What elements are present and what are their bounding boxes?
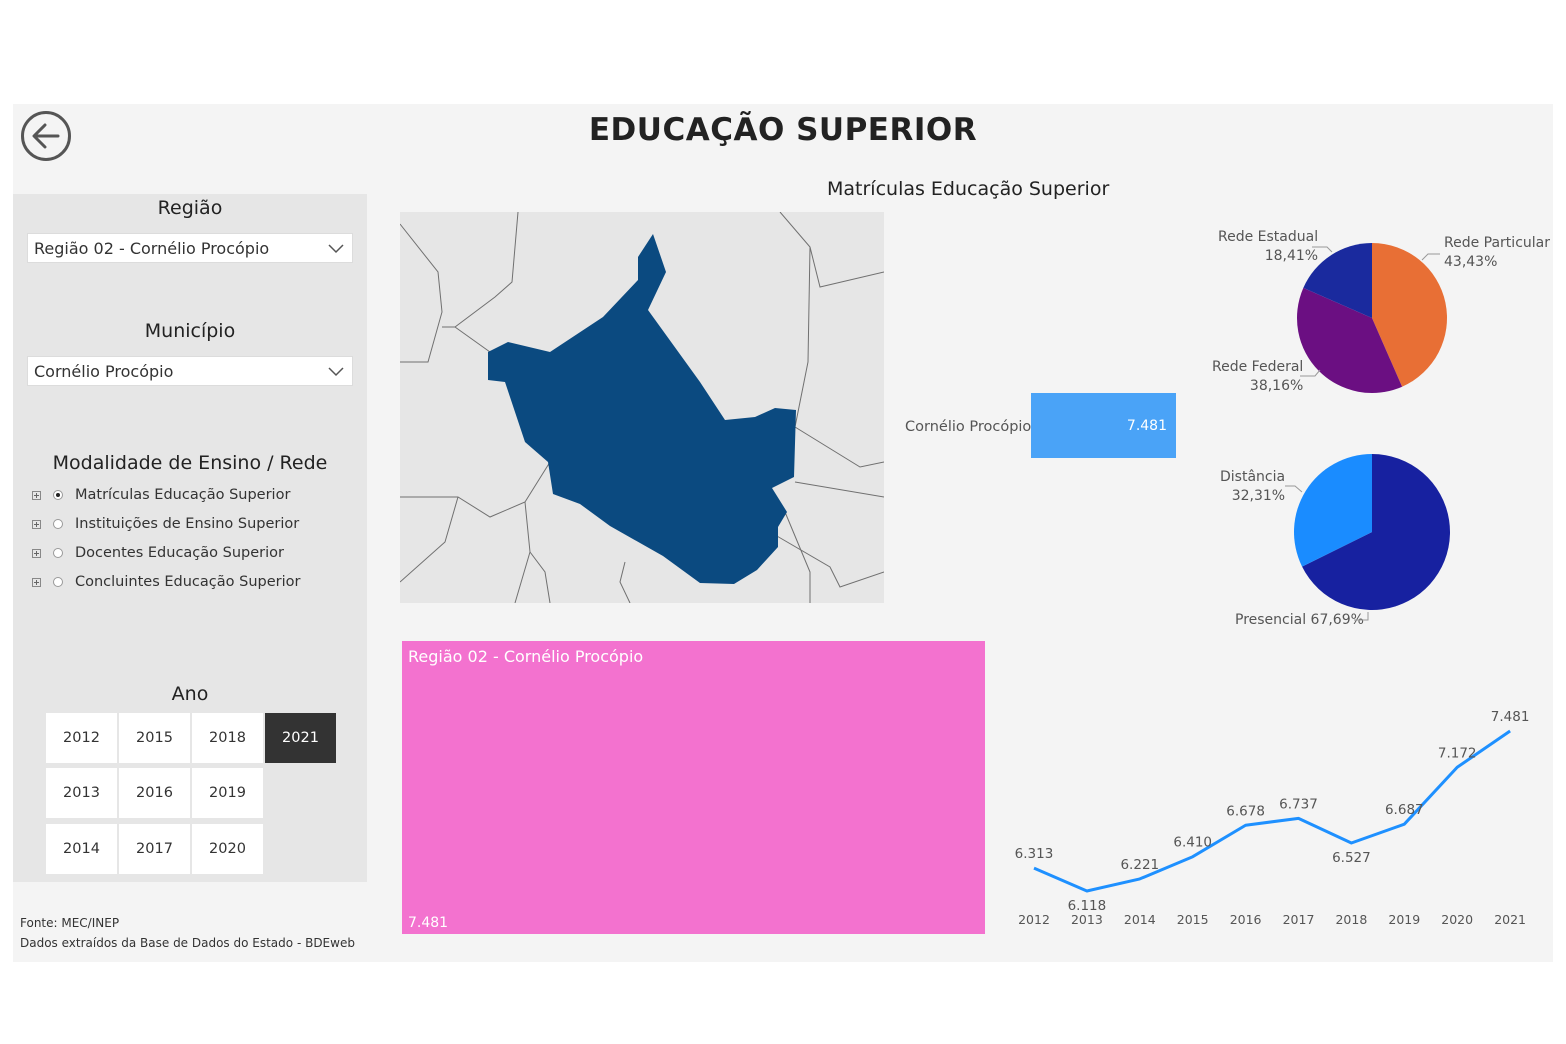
x-tick-label: 2020 xyxy=(1441,912,1473,927)
slice-percent: 43,43% xyxy=(1444,254,1498,270)
tree-item-docentes[interactable]: Docentes Educação Superior xyxy=(32,542,284,564)
pie-distancia-label: Distância 32,31% xyxy=(1220,468,1285,506)
municipio-label: Município xyxy=(144,320,236,342)
municipio-value: Cornélio Procópio xyxy=(34,362,174,381)
footer-note: Dados extraídos da Base de Dados do Esta… xyxy=(20,936,355,950)
tree-item-concluintes[interactable]: Concluintes Educação Superior xyxy=(32,571,300,593)
tree-item-matriculas[interactable]: Matrículas Educação Superior xyxy=(32,484,290,506)
region-map[interactable] xyxy=(400,212,884,603)
year-button-2012[interactable]: 2012 xyxy=(46,713,117,763)
pie-slice-rede-particular[interactable] xyxy=(1372,243,1447,387)
slice-percent: 38,16% xyxy=(1249,378,1304,394)
x-tick-label: 2018 xyxy=(1335,912,1367,927)
pie-rede-estadual-label: Rede Estadual 18,41% xyxy=(1218,228,1318,266)
tree-item-instituicoes[interactable]: Instituições de Ensino Superior xyxy=(32,513,299,535)
regiao-dropdown[interactable]: Região 02 - Cornélio Procópio xyxy=(27,233,353,263)
data-label: 7.481 xyxy=(1491,709,1530,725)
data-label: 6.221 xyxy=(1120,857,1159,873)
slice-percent: 67,69% xyxy=(1310,612,1364,628)
year-button-2020[interactable]: 2020 xyxy=(192,824,263,874)
tree-item-label: Instituições de Ensino Superior xyxy=(75,516,300,532)
modalidade-label: Modalidade de Ensino / Rede xyxy=(52,452,328,474)
x-tick-label: 2019 xyxy=(1388,912,1420,927)
chevron-down-icon xyxy=(328,244,344,254)
x-tick-label: 2013 xyxy=(1071,912,1103,927)
pie-slice-rede-federal[interactable] xyxy=(1297,287,1403,393)
data-label: 6.678 xyxy=(1226,803,1265,819)
year-button-2021[interactable]: 2021 xyxy=(265,713,336,763)
back-arrow-icon[interactable] xyxy=(20,110,72,162)
year-button-2019[interactable]: 2019 xyxy=(192,768,263,818)
radio-unselected[interactable] xyxy=(53,519,63,529)
x-tick-label: 2021 xyxy=(1494,912,1526,927)
filter-panel xyxy=(13,194,367,882)
footer-source: Fonte: MEC/INEP xyxy=(20,916,120,930)
radio-unselected[interactable] xyxy=(53,577,63,587)
pie-rede-particular-label: Rede Particular 43,43% xyxy=(1444,234,1550,272)
slice-percent: 18,41% xyxy=(1264,248,1319,264)
expand-icon[interactable] xyxy=(32,519,41,529)
x-tick-label: 2016 xyxy=(1230,912,1262,927)
expand-icon[interactable] xyxy=(32,548,41,558)
expand-icon[interactable] xyxy=(32,577,41,587)
bar-value-label: 7.481 xyxy=(1126,418,1167,434)
cornelio-procopio-region xyxy=(488,234,796,584)
year-button-2014[interactable]: 2014 xyxy=(46,824,117,874)
regiao-value: Região 02 - Cornélio Procópio xyxy=(34,239,270,258)
data-label: 6.687 xyxy=(1385,802,1424,818)
year-button-2018[interactable]: 2018 xyxy=(192,713,263,763)
slice-name: Rede Federal xyxy=(1212,359,1304,375)
pie-slice-rede-estadual[interactable] xyxy=(1303,243,1372,318)
line-series[interactable] xyxy=(1033,729,1511,893)
data-label: 6.118 xyxy=(1068,898,1107,914)
bar-cornelio-procopio[interactable]: 7.481 xyxy=(1031,393,1176,458)
x-tick-label: 2017 xyxy=(1283,912,1315,927)
tree-item-label: Concluintes Educação Superior xyxy=(75,574,301,590)
pie-rede[interactable] xyxy=(1290,238,1454,398)
year-button-2017[interactable]: 2017 xyxy=(119,824,190,874)
municipio-dropdown[interactable]: Cornélio Procópio xyxy=(27,356,353,386)
regiao-label: Região xyxy=(157,197,223,219)
slice-name: Presencial xyxy=(1235,612,1307,628)
data-label: 7.172 xyxy=(1438,745,1477,761)
radio-selected[interactable] xyxy=(53,490,63,500)
treemap-regiao[interactable]: Região 02 - Cornélio Procópio 7.481 xyxy=(402,641,985,934)
x-tick-label: 2012 xyxy=(1018,912,1050,927)
page-title: EDUCAÇÃO SUPERIOR xyxy=(588,112,978,148)
data-label: 6.527 xyxy=(1332,850,1371,866)
year-button-2013[interactable]: 2013 xyxy=(46,768,117,818)
slice-percent: 32,31% xyxy=(1231,488,1286,504)
expand-icon[interactable] xyxy=(32,490,41,500)
tree-item-label: Matrículas Educação Superior xyxy=(75,487,291,503)
slice-name: Distância xyxy=(1220,469,1286,485)
x-tick-label: 2015 xyxy=(1177,912,1209,927)
pie-slice-distancia[interactable] xyxy=(1294,454,1372,567)
pie-presencial-label: Presencial 67,69% xyxy=(1235,611,1364,630)
ano-label: Ano xyxy=(171,683,209,705)
chevron-down-icon xyxy=(328,367,344,377)
slice-name: Rede Particular xyxy=(1444,235,1550,251)
map-title: Matrículas Educação Superior xyxy=(827,178,1110,200)
data-label: 6.313 xyxy=(1015,846,1054,862)
radio-unselected[interactable] xyxy=(53,548,63,558)
treemap-label: Região 02 - Cornélio Procópio xyxy=(408,647,644,666)
pie-modalidade[interactable] xyxy=(1290,452,1454,612)
bar-category-label: Cornélio Procópio xyxy=(905,419,1032,435)
slice-name: Rede Estadual xyxy=(1218,229,1319,245)
year-button-2016[interactable]: 2016 xyxy=(119,768,190,818)
pie-rede-federal-label: Rede Federal 38,16% xyxy=(1212,358,1303,396)
year-button-2015[interactable]: 2015 xyxy=(119,713,190,763)
pie-slice-presencial[interactable] xyxy=(1302,454,1450,610)
data-label: 6.410 xyxy=(1173,835,1212,851)
x-tick-label: 2014 xyxy=(1124,912,1156,927)
data-label: 6.737 xyxy=(1279,796,1318,812)
treemap-value: 7.481 xyxy=(408,915,449,931)
tree-item-label: Docentes Educação Superior xyxy=(75,545,284,561)
